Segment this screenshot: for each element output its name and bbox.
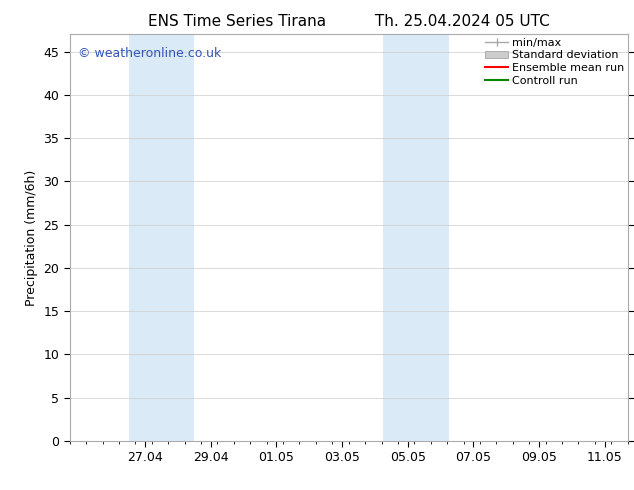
Bar	[383, 34, 449, 441]
Text: © weatheronline.co.uk: © weatheronline.co.uk	[78, 47, 221, 59]
Title: ENS Time Series Tirana          Th. 25.04.2024 05 UTC: ENS Time Series Tirana Th. 25.04.2024 05…	[148, 14, 550, 29]
Legend: min/max, Standard deviation, Ensemble mean run, Controll run: min/max, Standard deviation, Ensemble me…	[486, 38, 624, 86]
Bar	[129, 34, 195, 441]
Y-axis label: Precipitation (mm/6h): Precipitation (mm/6h)	[25, 170, 38, 306]
